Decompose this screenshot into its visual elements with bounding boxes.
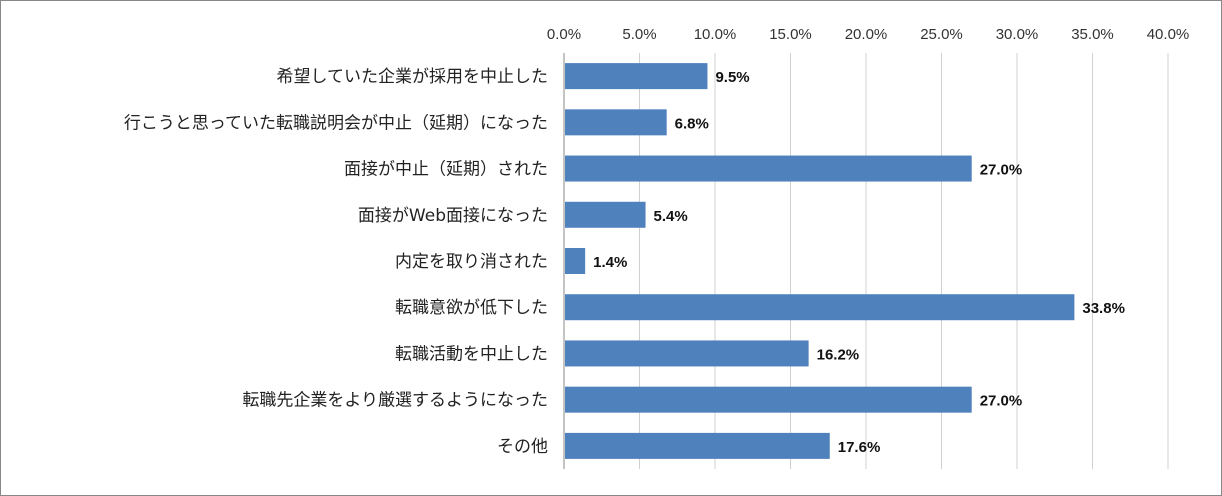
data-label: 27.0% <box>980 393 1023 410</box>
category-label: 面接が中止（延期）された <box>344 160 548 180</box>
bars <box>565 63 1075 459</box>
data-label: 1.4% <box>593 254 627 271</box>
x-tick-label: 10.0% <box>694 26 737 43</box>
data-label: 5.4% <box>654 208 688 225</box>
data-label: 27.0% <box>980 162 1023 179</box>
x-tick-label: 5.0% <box>622 26 656 43</box>
bar <box>565 340 809 367</box>
data-label: 6.8% <box>675 115 709 132</box>
bar <box>565 155 972 182</box>
bar <box>565 248 586 274</box>
x-tick-label: 0.0% <box>547 26 581 43</box>
bar <box>565 386 972 413</box>
x-tick-label: 40.0% <box>1147 26 1190 43</box>
bar <box>565 294 1075 321</box>
bar <box>565 201 646 228</box>
category-label: 転職意欲が低下した <box>395 298 548 318</box>
category-label: 行こうと思っていた転職説明会が中止（延期）になった <box>124 113 548 133</box>
bar <box>565 63 708 90</box>
data-label: 17.6% <box>838 439 881 456</box>
x-axis-ticks: 0.0% 5.0% 10.0% 15.0% 20.0% 25.0% 30.0% 35.0% 40… <box>547 26 1189 43</box>
bar <box>565 109 667 136</box>
x-tick-label: 25.0% <box>920 26 963 43</box>
category-label: 内定を取り消された <box>395 252 548 272</box>
category-label: 転職先企業をより厳選するようになった <box>242 391 548 411</box>
data-label: 9.5% <box>715 69 749 86</box>
category-label: 面接がWeb面接になった <box>358 206 548 226</box>
category-label: その他 <box>497 437 548 457</box>
x-tick-label: 30.0% <box>996 26 1039 43</box>
x-tick-label: 20.0% <box>845 26 888 43</box>
value-labels: 9.5% 6.8% 27.0% 5.4% 1.4% 33.8% 16.2% 27.0% 17.6… <box>593 69 1125 456</box>
category-label: 転職活動を中止した <box>395 344 548 364</box>
category-labels: 希望していた企業が採用を中止した行こうと思っていた転職説明会が中止（延期）になっ… <box>124 67 548 457</box>
data-label: 16.2% <box>817 346 860 363</box>
category-label: 希望していた企業が採用を中止した <box>277 67 549 87</box>
x-tick-label: 15.0% <box>769 26 812 43</box>
bar <box>565 432 830 459</box>
x-tick-label: 35.0% <box>1071 26 1114 43</box>
data-label: 33.8% <box>1082 300 1125 317</box>
